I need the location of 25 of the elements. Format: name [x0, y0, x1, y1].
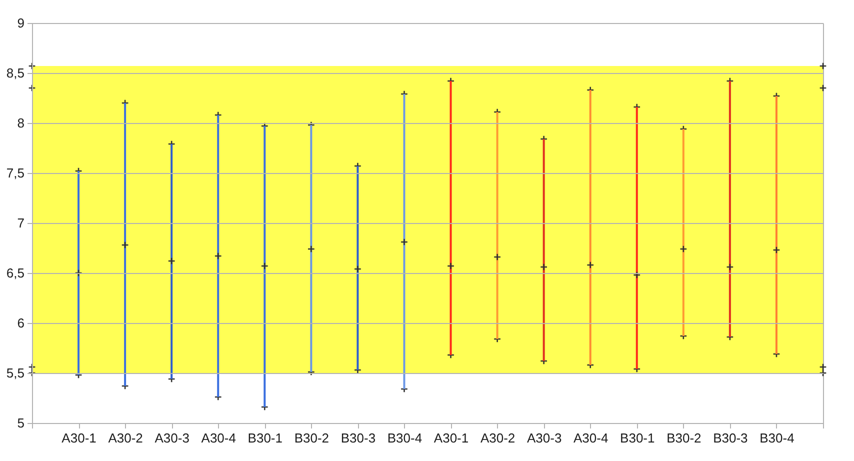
x-tick-label: B30-2 — [666, 430, 702, 446]
y-tick-label: 5 — [17, 416, 24, 430]
y-tick-label: 7,5 — [6, 166, 24, 180]
y-tick-label: 6,5 — [6, 266, 24, 280]
y-tick-label: 7 — [17, 216, 24, 230]
x-tick-label: A30-3 — [154, 430, 190, 446]
x-tick-label: A30-4 — [201, 430, 236, 446]
x-tick-label: A30-1 — [62, 430, 96, 446]
x-tick-label: A30-2 — [108, 430, 143, 446]
x-tick-label: B30-3 — [713, 430, 748, 446]
y-tick-label: 8 — [17, 116, 24, 130]
x-tick-label: A30-1 — [434, 430, 469, 446]
x-tick-label: B30-4 — [387, 430, 422, 446]
x-tick-label: B30-1 — [620, 430, 655, 446]
y-tick-label: 8,5 — [6, 66, 24, 80]
x-tick-label: B30-4 — [760, 430, 794, 446]
x-tick-label: B30-1 — [248, 430, 282, 446]
x-tick-label: B30-2 — [294, 430, 330, 446]
x-tick-label: A30-4 — [574, 430, 608, 446]
y-tick-label: 6 — [17, 316, 24, 330]
x-tick-label: A30-2 — [480, 430, 516, 446]
y-tick-label: 5,5 — [6, 366, 24, 380]
x-tick-label: B30-3 — [340, 430, 376, 446]
y-tick-label: 9 — [17, 16, 24, 30]
x-tick-label: A30-3 — [526, 430, 562, 446]
